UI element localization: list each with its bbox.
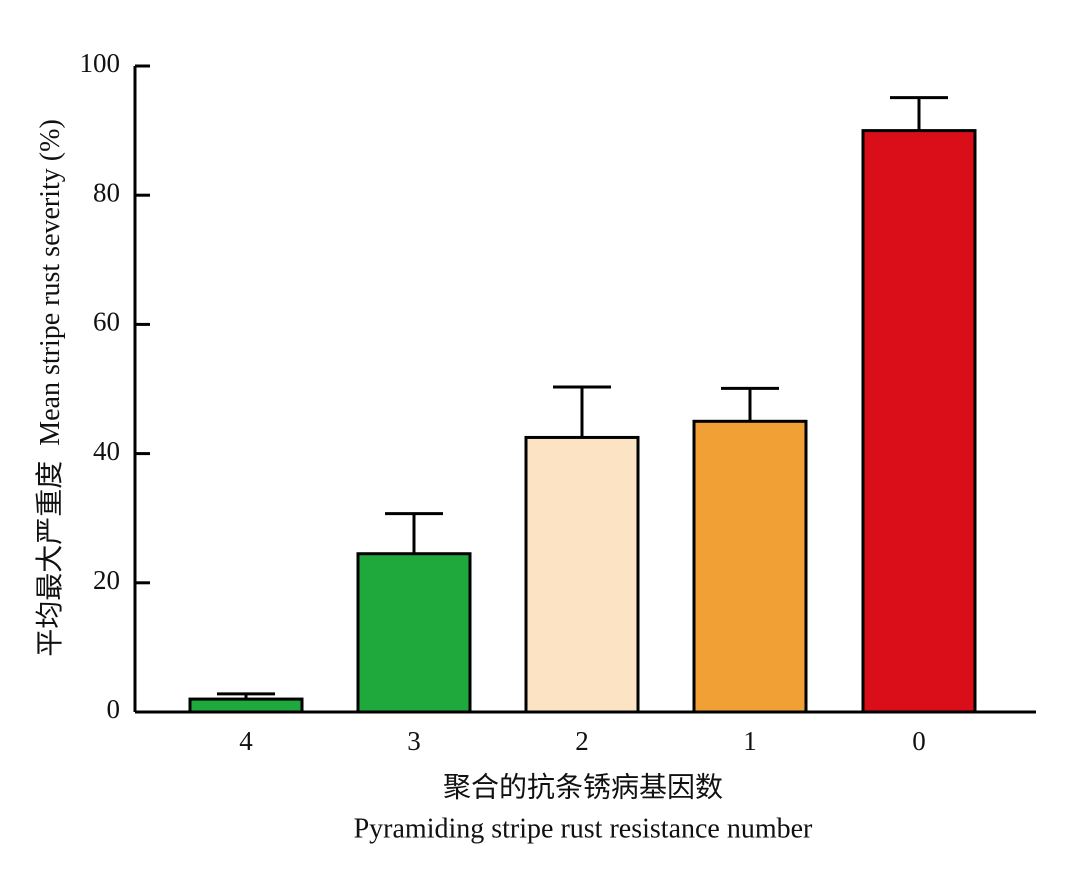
x-axis-title-cn: 聚合的抗条锈病基因数 <box>443 771 723 803</box>
bar-4 <box>188 697 304 714</box>
y-ticks-group: 0 20 40 60 80 100 <box>80 48 150 724</box>
y-tick-label-100: 100 <box>80 48 121 78</box>
y-tick-label-80: 80 <box>93 177 120 207</box>
x-tick-label-3: 3 <box>407 726 421 756</box>
y-axis-title: 平均最大严重度 Mean stripe rust severity (%) <box>34 119 66 657</box>
y-axis-title-en: Mean stripe rust severity (%) <box>35 119 66 446</box>
x-tick-label-2: 2 <box>575 726 589 756</box>
bar-0 <box>861 129 977 714</box>
error-bars-group <box>217 96 948 700</box>
y-tick-label-40: 40 <box>93 436 120 466</box>
y-tick-label-60: 60 <box>93 307 120 337</box>
bars-group <box>188 129 977 714</box>
y-tick-label-0: 0 <box>107 694 121 724</box>
bar-2 <box>524 435 640 714</box>
bar-3 <box>356 552 472 714</box>
y-axis-title-cn: 平均最大严重度 <box>34 461 66 657</box>
x-ticks-group: 4 3 2 1 0 <box>239 726 926 756</box>
x-tick-label-1: 1 <box>743 726 757 756</box>
x-tick-label-4: 4 <box>239 726 253 756</box>
x-tick-label-0: 0 <box>912 726 926 756</box>
y-tick-label-20: 20 <box>93 565 120 595</box>
x-axis-title-en: Pyramiding stripe rust resistance number <box>354 813 813 844</box>
bar-1 <box>692 419 808 714</box>
